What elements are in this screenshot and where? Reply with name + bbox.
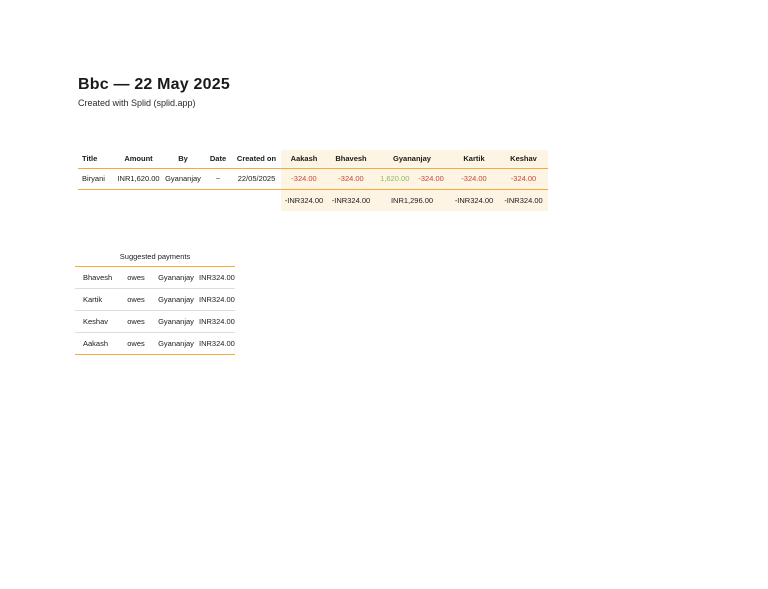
total-gyananjay: INR1,296.00 — [375, 190, 449, 211]
expense-row: Biryani INR1,620.00 Gyananjay ~ 22/05/20… — [78, 169, 548, 190]
col-header-title: Title — [82, 154, 98, 164]
owes-label: owes — [127, 273, 145, 282]
expense-date: ~ — [215, 174, 221, 184]
suggested-payment-row: Bhavesh owes Gyananjay INR324.00 — [75, 267, 235, 289]
col-header-bhavesh: Bhavesh — [327, 150, 375, 168]
suggested-payments-title: Suggested payments — [75, 247, 235, 267]
col-header-keshav: Keshav — [499, 150, 548, 168]
payment-amount: INR324.00 — [199, 273, 235, 282]
col-header-aakash: Aakash — [281, 150, 327, 168]
expense-share-bhavesh: -324.00 — [327, 169, 375, 189]
total-bhavesh: -INR324.00 — [327, 190, 375, 211]
expenses-table: Title Amount By Date Created on Aakash B… — [78, 150, 548, 211]
page-title: Bbc — 22 May 2025 — [78, 76, 230, 93]
expense-by: Gyananjay — [165, 174, 201, 184]
owes-label: owes — [127, 295, 145, 304]
total-keshav: -INR324.00 — [499, 190, 548, 211]
expense-share-gyananjay: 1,620.00 -324.00 — [375, 169, 449, 189]
suggested-payment-row: Aakash owes Gyananjay INR324.00 — [75, 333, 235, 355]
owes-label: owes — [127, 317, 145, 326]
expense-title: Biryani — [82, 174, 105, 184]
suggested-payment-row: Keshav owes Gyananjay INR324.00 — [75, 311, 235, 333]
col-header-gyananjay: Gyananjay — [375, 150, 449, 168]
gyananjay-paid-amount: 1,620.00 — [380, 174, 410, 184]
payment-amount: INR324.00 — [199, 317, 235, 326]
owes-label: owes — [127, 339, 145, 348]
payment-amount: INR324.00 — [199, 295, 235, 304]
suggested-payment-row: Kartik owes Gyananjay INR324.00 — [75, 289, 235, 311]
totals-row: -INR324.00 -INR324.00 INR1,296.00 -INR32… — [78, 190, 548, 211]
col-header-kartik: Kartik — [449, 150, 499, 168]
creditor-name: Gyananjay — [158, 317, 194, 326]
col-header-date: Date — [209, 154, 227, 164]
creditor-name: Gyananjay — [158, 339, 194, 348]
gyananjay-share-amount: -324.00 — [418, 174, 444, 184]
expense-share-keshav: -324.00 — [499, 169, 548, 189]
col-header-amount: Amount — [124, 154, 153, 164]
expense-share-aakash: -324.00 — [281, 169, 327, 189]
col-header-created-on: Created on — [236, 154, 277, 164]
total-aakash: -INR324.00 — [281, 190, 327, 211]
total-kartik: -INR324.00 — [449, 190, 499, 211]
payment-amount: INR324.00 — [199, 339, 235, 348]
debtor-name: Keshav — [83, 317, 109, 326]
suggested-payments-table: Suggested payments Bhavesh owes Gyananja… — [75, 247, 235, 355]
debtor-name: Aakash — [83, 339, 109, 348]
debtor-name: Bhavesh — [83, 273, 113, 282]
debtor-name: Kartik — [83, 295, 103, 304]
page-subtitle: Created with Splid (splid.app) — [78, 98, 196, 108]
col-header-by: By — [178, 154, 188, 164]
expense-created-on: 22/05/2025 — [237, 174, 276, 184]
creditor-name: Gyananjay — [158, 295, 194, 304]
expenses-header-row: Title Amount By Date Created on Aakash B… — [78, 150, 548, 169]
expense-amount: INR1,620.00 — [117, 174, 160, 184]
creditor-name: Gyananjay — [158, 273, 194, 282]
expense-share-kartik: -324.00 — [449, 169, 499, 189]
